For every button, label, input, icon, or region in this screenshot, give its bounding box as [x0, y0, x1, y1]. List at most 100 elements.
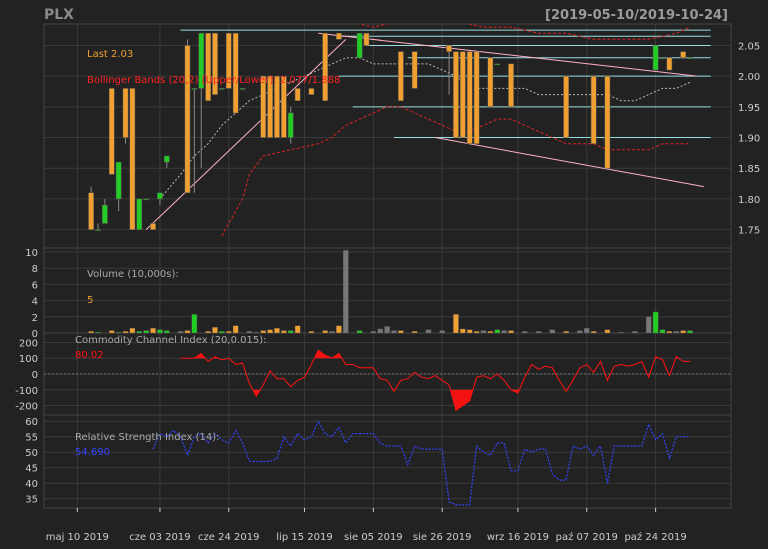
x-tick-label: paź 07 2019 [556, 531, 618, 543]
volume-bar [480, 330, 487, 334]
panel-frame-3 [43, 414, 732, 509]
cci-tick-label: -200 [15, 402, 38, 413]
volume-bar [577, 330, 583, 334]
x-tick-label: paź 24 2019 [624, 531, 686, 543]
rsi-tick-label: 40 [25, 479, 38, 490]
rsi-tick-label: 45 [25, 464, 38, 475]
rsi-tick-label: 55 [25, 433, 38, 444]
candle-down [205, 32, 211, 101]
price-tick-label: 1.80 [738, 195, 760, 206]
price-tick-label: 2.05 [738, 41, 760, 52]
volume-tick-label: 10 [25, 248, 38, 259]
cci-overbought-fill [194, 353, 206, 359]
rsi-tick-label: 35 [25, 495, 38, 506]
candle-down [453, 51, 459, 138]
candle-down [590, 75, 597, 144]
volume-bar [370, 331, 377, 334]
volume-bar [687, 330, 693, 334]
volume-bar [391, 330, 397, 334]
cci-tick-label: -100 [15, 386, 38, 397]
volume-bar [150, 327, 156, 334]
volume-bar [356, 330, 363, 334]
candle-down [122, 88, 129, 138]
trendline [435, 137, 704, 188]
candle-down [184, 45, 191, 194]
volume-bar [329, 331, 335, 334]
volume-bar [466, 329, 473, 334]
volume-bar [487, 331, 494, 334]
volume-bar [425, 329, 432, 334]
candle-up [102, 204, 108, 224]
trendline [318, 32, 697, 77]
candle-down [88, 192, 94, 230]
volume-bar [673, 331, 680, 334]
candle-up [198, 32, 205, 89]
x-tick-label: maj 10 2019 [46, 532, 109, 543]
candle-down [260, 75, 267, 138]
volume-tick-label: 0 [32, 329, 38, 340]
x-tick-label: cze 03 2019 [129, 532, 190, 543]
candle-down [604, 75, 611, 169]
x-tick-label: cze 24 2019 [198, 532, 259, 543]
volume-bar [384, 326, 390, 334]
volume-bar [232, 325, 239, 334]
candle-up [143, 198, 149, 201]
volume-bar [460, 328, 466, 334]
volume-bar [108, 330, 115, 334]
chart-symbol: PLX [44, 7, 74, 23]
volume-bar [343, 250, 349, 334]
volume-bar [177, 331, 184, 334]
candle-up [239, 88, 246, 90]
candle-down [232, 32, 239, 114]
candle-down [411, 51, 418, 89]
candle-up [219, 88, 225, 90]
candle-down [473, 51, 480, 144]
candle-down [294, 88, 301, 101]
price-tick-label: 1.85 [738, 164, 760, 175]
volume-bar [583, 327, 590, 334]
volume-tick-label: 4 [32, 297, 38, 308]
volume-bar [377, 328, 384, 334]
volume-last-value: 5 [87, 295, 93, 306]
volume-bar [219, 331, 225, 334]
cci-tick-label: 100 [19, 354, 38, 365]
volume-bar [287, 330, 294, 334]
x-tick-label: wrz 16 2019 [487, 532, 549, 543]
volume-bar [212, 327, 218, 334]
volume-bar [501, 330, 507, 334]
volume-bar [164, 330, 170, 334]
candle-down [281, 75, 287, 138]
volume-bar [225, 331, 232, 334]
x-tick-label: sie 26 2019 [413, 532, 472, 543]
candle-down [322, 32, 328, 101]
cci-last-value: 80.02 [75, 350, 104, 361]
candle-down [446, 45, 452, 52]
volume-bar [281, 330, 287, 334]
volume-bar [253, 331, 260, 334]
volume-bar [157, 329, 163, 334]
price-tick-label: 2.00 [738, 72, 760, 83]
volume-bar [535, 331, 542, 334]
candle-down [563, 75, 569, 138]
candle-up [652, 45, 659, 71]
volume-bar [88, 331, 94, 334]
volume-bar [652, 311, 659, 334]
x-tick-label: sie 05 2019 [344, 532, 403, 543]
indicator-labels: Last 2.03 Bollinger Bands (20,2) [Upper/… [75, 49, 340, 458]
rsi-tick-label: 60 [25, 417, 38, 428]
volume-bar [336, 325, 342, 334]
volume-bar [549, 329, 556, 334]
rsi-last-value: 54.690 [75, 447, 110, 458]
trendline [145, 38, 347, 230]
candle-up [356, 32, 363, 59]
rsi-tick-label: 50 [25, 448, 38, 459]
candle-up [287, 112, 294, 138]
volume-bar [473, 331, 480, 334]
volume-bar [274, 327, 280, 334]
candle-down [274, 75, 280, 138]
axis-labels: 1.75 1.80 1.85 1.90 1.95 2.00 2.05 0 2 4 6 8 10 -200 -… [15, 41, 760, 543]
volume-bar [95, 331, 101, 334]
volume-bar [411, 331, 418, 334]
x-tick-label: lip 15 2019 [276, 532, 332, 543]
cci-tick-label: 0 [32, 370, 38, 381]
